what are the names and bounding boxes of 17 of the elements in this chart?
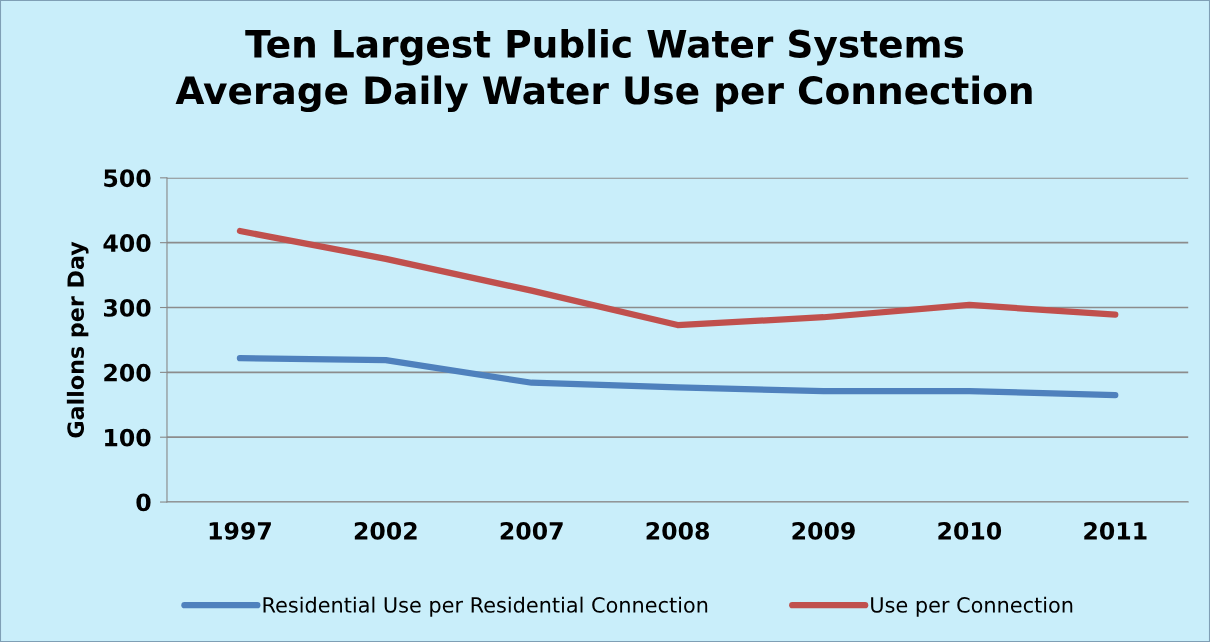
x-tick-label: 2009 <box>792 521 855 540</box>
x-tick-label: 2007 <box>500 521 563 540</box>
y-tick-label: 400 <box>103 234 151 252</box>
y-tick-label: 100 <box>105 428 151 447</box>
x-tick-label: 1997 <box>209 521 271 540</box>
y-tick-label: 200 <box>104 363 151 382</box>
legend-label: Use per Connection <box>871 596 1073 617</box>
y-tick-label: 300 <box>104 298 151 317</box>
x-tick-label: 2002 <box>354 521 417 540</box>
y-tick-label: 500 <box>104 169 151 188</box>
legend-label: Residential Use per Residential Connection <box>263 596 708 617</box>
y-axis-title: Gallons per Day <box>66 241 89 438</box>
x-tick-label: 2008 <box>646 521 709 540</box>
x-tick-label: 2011 <box>1084 521 1147 540</box>
chart-title: Ten Largest Public Water Systems Average Daily Water Use per Connection <box>175 28 1032 113</box>
x-tick-label: 2010 <box>938 521 1002 540</box>
y-tick-label: 0 <box>136 493 151 512</box>
